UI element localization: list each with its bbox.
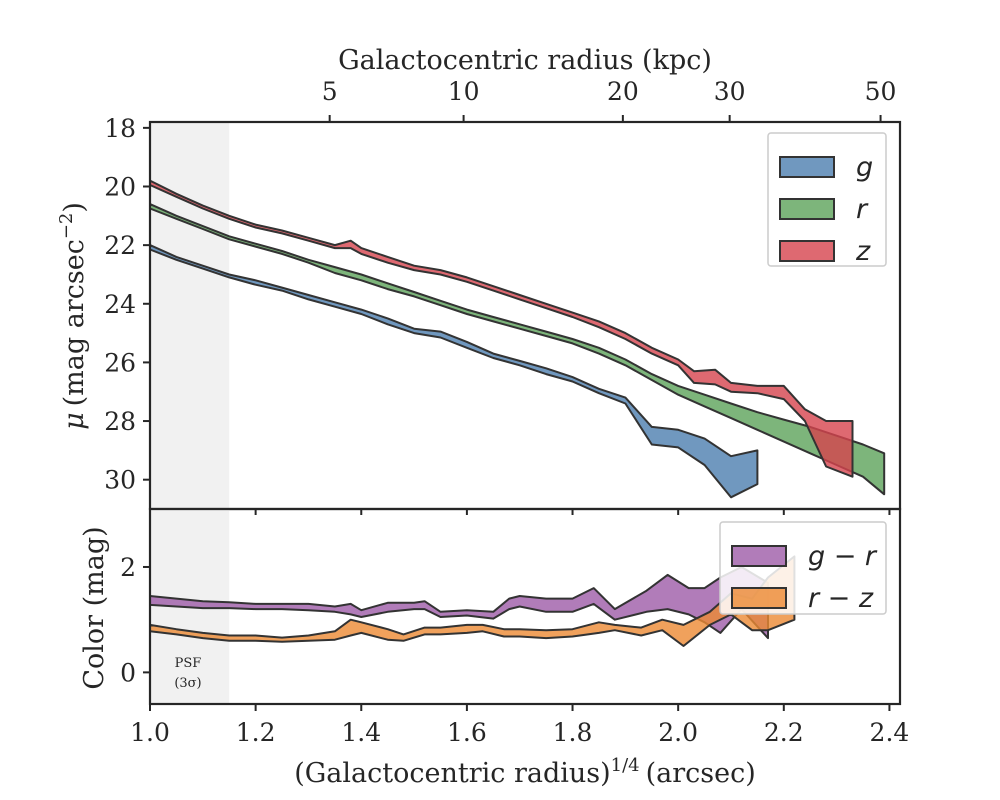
series-g-band: [149, 244, 759, 499]
kpc-tick-label: 30: [714, 77, 746, 106]
x-tick-label: 1.6: [447, 718, 487, 747]
x-tick-label: 1.8: [553, 718, 593, 747]
legend-g-swatch: [779, 156, 835, 178]
color-panel: 02 1.0 1.2 1.4 1.6 1.8 2.0 2.2 2.4 PSF (3σ) Col…: [79, 507, 909, 789]
top-x-axis-label: Galactocentric radius (kpc): [338, 45, 712, 76]
y-units-exponent: −2: [56, 213, 77, 240]
x-tick-label: 2.0: [658, 718, 698, 747]
bottom-y-axis-label: Color (mag): [79, 526, 110, 689]
kpc-tick-label: 5: [322, 77, 338, 106]
mu-symbol: μ: [59, 412, 90, 430]
legend-g-label: g: [856, 152, 873, 183]
color-y-tick-label: 0: [120, 658, 136, 687]
y-tick-label: 30: [104, 466, 136, 495]
bottom-plot-frame: [148, 507, 902, 706]
legend-r-label: r: [856, 194, 869, 225]
legend-r-swatch: [779, 198, 835, 220]
legend-z-label: z: [855, 236, 871, 267]
bottom-x-ticks: 1.0 1.2 1.4 1.6 1.8 2.0 2.2 2.4: [130, 704, 909, 747]
y-tick-label: 26: [104, 348, 136, 377]
top-y-ticks: 18 20 22 24 26 28 30: [104, 114, 150, 495]
x-label-exponent: 1/4: [611, 755, 640, 776]
y-tick-label: 22: [104, 231, 136, 260]
legend-z-swatch: [779, 240, 835, 262]
x-label-units: (arcsec): [646, 758, 756, 789]
y-units: (mag arcsec: [59, 239, 90, 406]
series-r-band: [149, 203, 886, 496]
x-tick-label: 2.2: [764, 718, 804, 747]
x-tick-label: 1.2: [236, 718, 276, 747]
psf-annotation-line2: (3σ): [174, 676, 201, 691]
x-label-main: (Galactocentric radius): [294, 758, 610, 789]
top-y-axis-label: μ (mag arcsec−2): [56, 202, 90, 430]
legend-r-minus-z-label: r − z: [808, 583, 874, 614]
y-tick-label: 28: [104, 407, 136, 436]
y-tick-label: 24: [104, 290, 136, 319]
psf-region-top: [150, 122, 230, 509]
x-tick-label: 2.4: [870, 718, 910, 747]
x-tick-label: 1.4: [341, 718, 381, 747]
surface-brightness-series: [149, 179, 886, 499]
kpc-tick-label: 75: [999, 77, 1000, 106]
legend-g-minus-r-swatch: [731, 545, 787, 567]
psf-annotation-line1: PSF: [175, 656, 202, 671]
bottom-y-ticks: 02: [120, 553, 150, 687]
color-y-tick-label: 2: [120, 553, 136, 582]
legend-r-minus-z-swatch: [731, 587, 787, 609]
x-tick-label: 1.0: [130, 718, 170, 747]
legend-g-minus-r-label: g − r: [808, 541, 878, 572]
kpc-tick-label: 20: [607, 77, 639, 106]
top-legend: grz: [767, 132, 887, 267]
color-series: [149, 555, 796, 647]
kpc-tick-label: 10: [448, 77, 480, 106]
kpc-tick-label: 50: [865, 77, 897, 106]
y-tick-label: 20: [104, 173, 136, 202]
bottom-legend: g − r r − z: [719, 521, 887, 615]
y-tick-label: 18: [104, 114, 136, 143]
series-z-band: [149, 179, 854, 478]
y-units-close: ): [59, 202, 90, 213]
kpc-x-ticks: 51020305075100: [322, 77, 1000, 122]
bottom-x-axis-label: (Galactocentric radius)1/4 (arcsec): [294, 755, 756, 789]
